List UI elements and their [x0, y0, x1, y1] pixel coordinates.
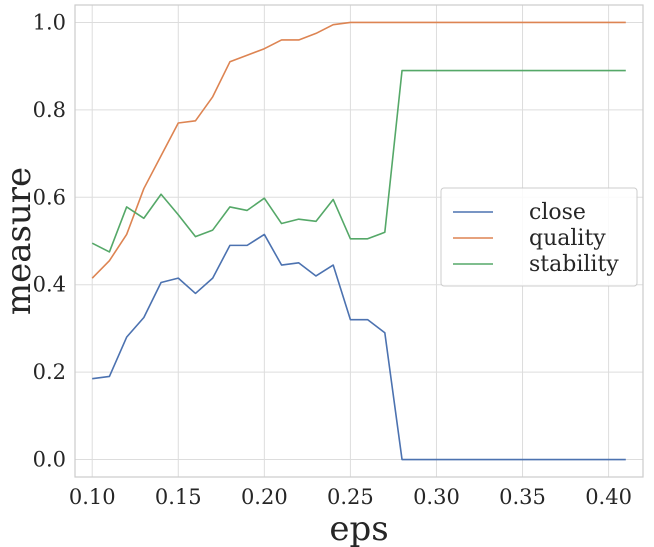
y-tick-label: 0.0	[33, 448, 66, 472]
series-line-stability	[91, 69, 626, 253]
series-line-close	[92, 233, 626, 461]
y-tick-label: 0.8	[33, 98, 66, 122]
y-tick-label: 0.4	[33, 273, 66, 297]
x-tick-label: 0.15	[155, 485, 202, 509]
tick-labels: 0.10 0.15 0.20 0.25 0.30 0.35 0.40 0.0 0.2 0.4 0.6…	[33, 10, 632, 509]
legend-label-stability: stability	[529, 252, 619, 277]
y-axis-title: measure	[0, 167, 39, 315]
x-axis-title: eps	[329, 509, 388, 547]
x-tick-label: 0.40	[585, 485, 632, 509]
x-tick-label: 0.25	[327, 485, 374, 509]
legend-label-close: close	[529, 200, 586, 225]
y-tick-label: 0.2	[33, 360, 66, 384]
x-tick-label: 0.10	[69, 485, 116, 509]
y-tick-label: 1.0	[33, 10, 66, 34]
plot-frame	[74, 4, 644, 478]
x-tick-label: 0.35	[499, 485, 546, 509]
x-tick-label: 0.30	[413, 485, 460, 509]
series-line-quality	[91, 21, 626, 279]
legend-label-quality: quality	[529, 226, 606, 251]
y-tick-label: 0.6	[33, 185, 66, 209]
series-lines	[91, 21, 626, 461]
x-tick-label: 0.20	[241, 485, 288, 509]
